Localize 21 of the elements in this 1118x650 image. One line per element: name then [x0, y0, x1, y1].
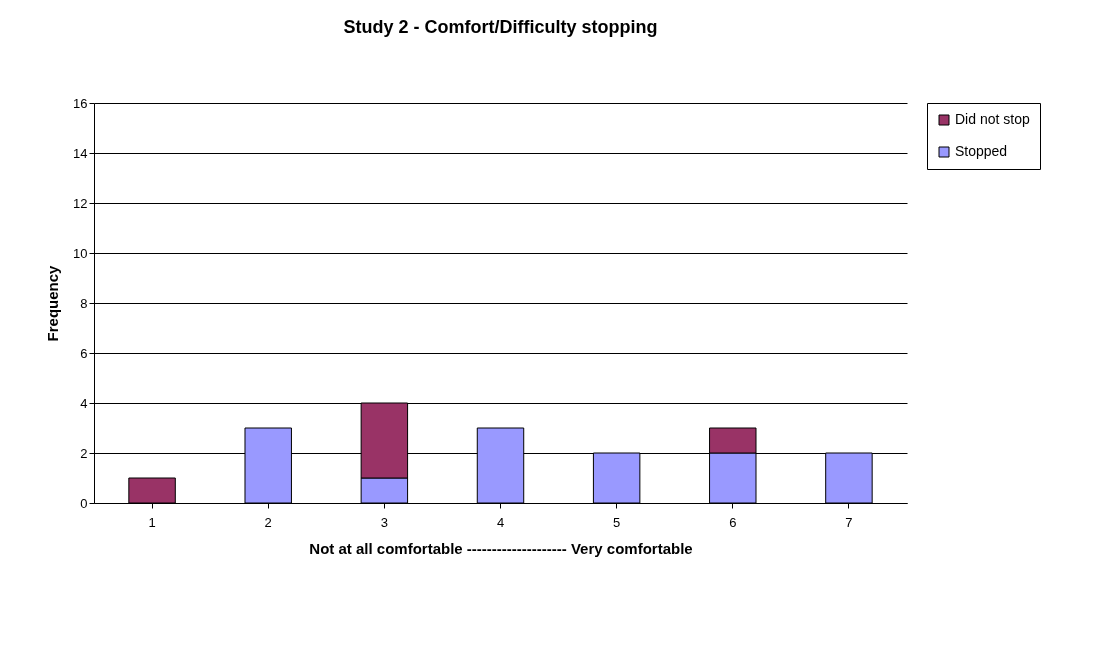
legend-label: Did not stop — [955, 111, 1030, 127]
x-tick-label: 6 — [729, 514, 737, 530]
y-tick-label: 16 — [73, 95, 88, 111]
y-tick-label: 8 — [80, 295, 88, 311]
y-tick-label: 2 — [80, 445, 88, 461]
y-tick-label: 0 — [80, 495, 88, 511]
x-tick-label: 7 — [845, 514, 853, 530]
x-axis-title: Not at all comfortable -------------------- Very comfortable — [309, 539, 693, 557]
x-tick-label: 4 — [496, 514, 505, 530]
y-axis-title: Frequency — [44, 264, 62, 342]
x-tick-label: 5 — [613, 514, 621, 530]
x-tick-label: 3 — [380, 514, 388, 530]
y-tick-label: 10 — [73, 245, 88, 261]
x-tick-label: 1 — [148, 514, 156, 530]
chart-title: Study 2 - Comfort/Difficulty stopping — [343, 17, 658, 37]
y-tick-label: 4 — [80, 395, 88, 411]
x-tick-label: 2 — [264, 514, 272, 530]
y-tick-label: 6 — [80, 345, 88, 361]
legend-label: Stopped — [955, 143, 1008, 159]
y-tick-label: 14 — [73, 145, 88, 161]
y-tick-label: 12 — [73, 195, 88, 211]
